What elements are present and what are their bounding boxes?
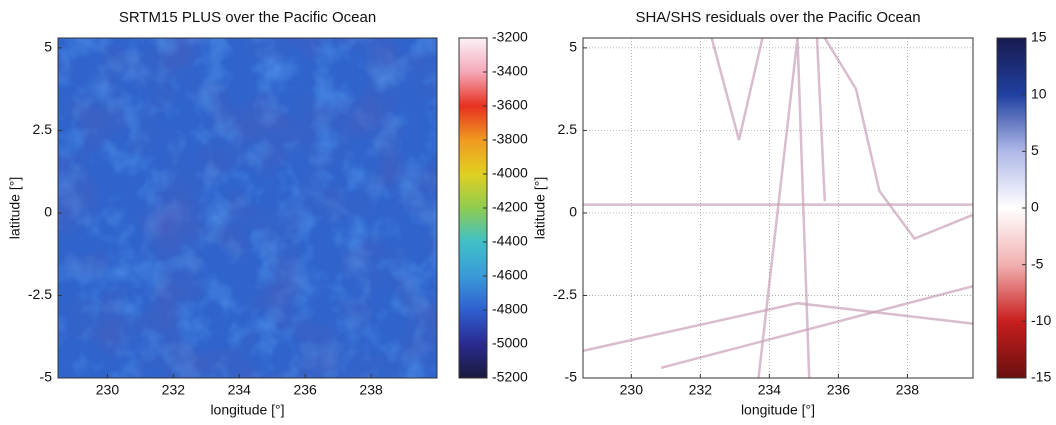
x-tick-label: 234 xyxy=(228,382,252,398)
residual-track xyxy=(710,37,764,141)
chart-title: SHA/SHS residuals over the Pacific Ocean xyxy=(635,9,920,26)
residual-track xyxy=(660,284,974,370)
y-tick-label: -2.5 xyxy=(28,286,52,302)
y-tick-label: -2.5 xyxy=(553,286,577,302)
heatmap-texture xyxy=(58,38,437,378)
colorbar-tick-label: 0 xyxy=(1031,199,1039,215)
x-tick-label: 232 xyxy=(162,382,186,398)
colorbar-tick-label: -10 xyxy=(1031,312,1051,328)
x-axis-label: longitude [°] xyxy=(741,402,815,418)
x-tick-label: 234 xyxy=(758,382,782,398)
plot-frame xyxy=(582,37,974,379)
x-tick-label: 238 xyxy=(359,382,383,398)
colorbar-tick-label: 5 xyxy=(1031,142,1039,158)
y-tick-label: -5 xyxy=(40,369,53,385)
colorbar-tick-label: -3400 xyxy=(492,63,528,79)
colorbar-tick-label: -5000 xyxy=(492,335,528,351)
x-axis-label: longitude [°] xyxy=(210,402,284,418)
residual-track xyxy=(815,37,827,202)
colorbar-tick-label: -4000 xyxy=(492,165,528,181)
chart-title: SRTM15 PLUS over the Pacific Ocean xyxy=(119,9,376,26)
residual-track xyxy=(582,301,974,353)
colorbar-tick-label: -3800 xyxy=(492,131,528,147)
colorbar-tick-label: -3600 xyxy=(492,97,528,113)
x-tick-label: 236 xyxy=(827,382,851,398)
colorbar-tick-label: -3200 xyxy=(492,29,528,45)
colorbar-tick-label: -15 xyxy=(1031,369,1051,385)
x-tick-label: 230 xyxy=(96,382,120,398)
plot-frame xyxy=(57,37,438,379)
x-tick-label: 232 xyxy=(689,382,713,398)
colorbar-tick-label: 15 xyxy=(1031,29,1047,45)
colorbar xyxy=(996,37,1027,379)
y-axis-label: latitude [°] xyxy=(7,177,23,239)
x-tick-label: 236 xyxy=(293,382,317,398)
y-tick-label: 2.5 xyxy=(558,121,578,137)
y-tick-label: 5 xyxy=(569,39,577,55)
colorbar-tick-label: -4200 xyxy=(492,199,528,215)
colorbar-tick-label: -4800 xyxy=(492,301,528,317)
y-tick-label: 5 xyxy=(44,39,52,55)
residual-track xyxy=(823,37,974,241)
x-tick-label: 230 xyxy=(620,382,644,398)
y-axis-label: latitude [°] xyxy=(532,177,548,239)
colorbar-tick-label: 10 xyxy=(1031,85,1047,101)
x-tick-label: 238 xyxy=(896,382,920,398)
colorbar-tick-label: -5 xyxy=(1031,255,1044,271)
y-tick-label: 0 xyxy=(44,204,52,220)
colorbar-tick-label: -4400 xyxy=(492,233,528,249)
y-tick-label: -5 xyxy=(565,369,578,385)
colorbar-tick-label: -4600 xyxy=(492,267,528,283)
y-tick-label: 0 xyxy=(569,204,577,220)
colorbar xyxy=(458,37,488,379)
y-tick-label: 2.5 xyxy=(33,121,53,137)
colorbar-tick-label: -5200 xyxy=(492,369,528,385)
